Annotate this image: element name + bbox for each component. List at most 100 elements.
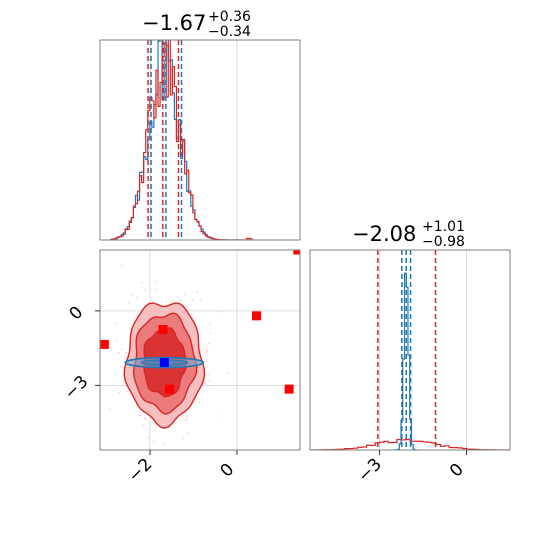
x-tick-label: −2 — [125, 455, 157, 487]
sample-point — [196, 291, 198, 294]
sample-point — [115, 322, 118, 325]
sample-point — [187, 432, 190, 434]
scatter-panel: −2 0 0 −3 — [61, 249, 301, 487]
sample-point — [118, 351, 120, 354]
sample-point — [143, 289, 146, 292]
blue-marker — [159, 358, 169, 368]
sample-point — [208, 342, 210, 345]
sample-point — [115, 375, 117, 377]
sample-point — [191, 299, 194, 302]
sample-point — [143, 417, 146, 420]
hist1-grid — [149, 40, 238, 240]
hist2-grid — [379, 250, 467, 450]
sample-point — [184, 293, 186, 296]
sample-point — [202, 389, 205, 392]
sample-point — [205, 360, 208, 362]
sample-point — [125, 351, 127, 354]
sample-point — [182, 417, 185, 419]
sample-point — [184, 306, 187, 308]
sample-point — [209, 323, 212, 326]
sample-point — [133, 320, 135, 322]
red-marker — [165, 384, 175, 394]
scatter-markers — [100, 250, 300, 394]
sample-point — [142, 424, 145, 426]
sample-point — [147, 436, 149, 439]
sample-point — [141, 281, 143, 284]
hist-panel-param2: −3 0 −2.08 +1.01 −0.98 — [309, 219, 511, 486]
y-tick-label: −3 — [61, 372, 93, 404]
hist-panel-param1: −1.67 +0.36 −0.34 — [99, 9, 301, 241]
hist1-series — [110, 40, 255, 240]
sample-point — [206, 354, 208, 357]
sample-point — [202, 337, 205, 340]
sample-point — [135, 296, 138, 299]
hist1-red-series — [110, 40, 255, 240]
y-tick-label: 0 — [66, 302, 88, 324]
sample-point — [120, 366, 122, 368]
hist1-title-minus: −0.34 — [208, 24, 251, 40]
x-tick-label: 0 — [217, 460, 239, 482]
sample-point — [205, 348, 207, 350]
hist2-title: −2.08 +1.01 −0.98 — [352, 219, 465, 250]
sample-point — [138, 413, 140, 416]
sample-point — [125, 390, 128, 393]
sample-point — [197, 397, 200, 400]
sample-point — [179, 299, 182, 302]
sample-point — [185, 415, 188, 417]
hist2-ticks: −3 0 — [354, 450, 468, 486]
hist2-title-plus: +1.01 — [422, 219, 465, 235]
sample-point — [136, 314, 139, 317]
sample-point — [145, 418, 147, 420]
sample-point — [202, 349, 205, 351]
red-marker — [100, 339, 109, 349]
sample-point — [199, 350, 202, 352]
sample-point — [184, 412, 187, 414]
sample-point — [148, 448, 151, 450]
sample-point — [121, 265, 123, 267]
sample-point — [138, 414, 141, 417]
hist1-title: −1.67 +0.36 −0.34 — [142, 9, 251, 40]
sample-point — [169, 301, 171, 303]
red-marker — [293, 250, 300, 255]
sample-point — [176, 296, 179, 299]
sample-point — [208, 379, 211, 382]
sample-point — [151, 297, 153, 300]
x-tick-label: 0 — [446, 460, 468, 482]
sample-point — [209, 384, 211, 387]
sample-point — [205, 350, 208, 352]
sample-point — [204, 382, 206, 384]
sample-point — [154, 280, 157, 282]
sample-point — [165, 301, 168, 304]
sample-point — [121, 348, 124, 350]
sample-point — [199, 298, 202, 301]
sample-point — [152, 440, 155, 443]
sample-point — [118, 391, 120, 393]
sample-point — [227, 372, 229, 374]
sample-point — [218, 310, 220, 313]
sample-point — [192, 316, 195, 319]
sample-point — [198, 401, 200, 404]
hist2-title-minus: −0.98 — [422, 234, 465, 250]
hist1-title-value: −1.67 — [142, 11, 206, 35]
sample-point — [128, 302, 130, 305]
sample-point — [205, 351, 208, 354]
sample-point — [154, 288, 157, 291]
red-marker — [158, 325, 168, 335]
sample-point — [116, 339, 118, 342]
sample-point — [147, 428, 149, 430]
hist2-quantile-lines — [377, 250, 437, 450]
sample-point — [184, 418, 187, 421]
hist1-quantile-lines — [147, 40, 183, 240]
scatter-frame — [99, 249, 301, 451]
red-marker — [252, 311, 262, 321]
sample-point — [221, 415, 223, 417]
sample-point — [131, 294, 133, 297]
hist2-title-value: −2.08 — [352, 222, 416, 246]
sample-point — [182, 437, 184, 440]
hist2-red-series — [310, 438, 510, 450]
hist1-title-plus: +0.36 — [208, 9, 251, 25]
x-tick-label: −3 — [354, 455, 386, 487]
sample-point — [108, 408, 111, 410]
hist1-frame — [99, 39, 301, 241]
